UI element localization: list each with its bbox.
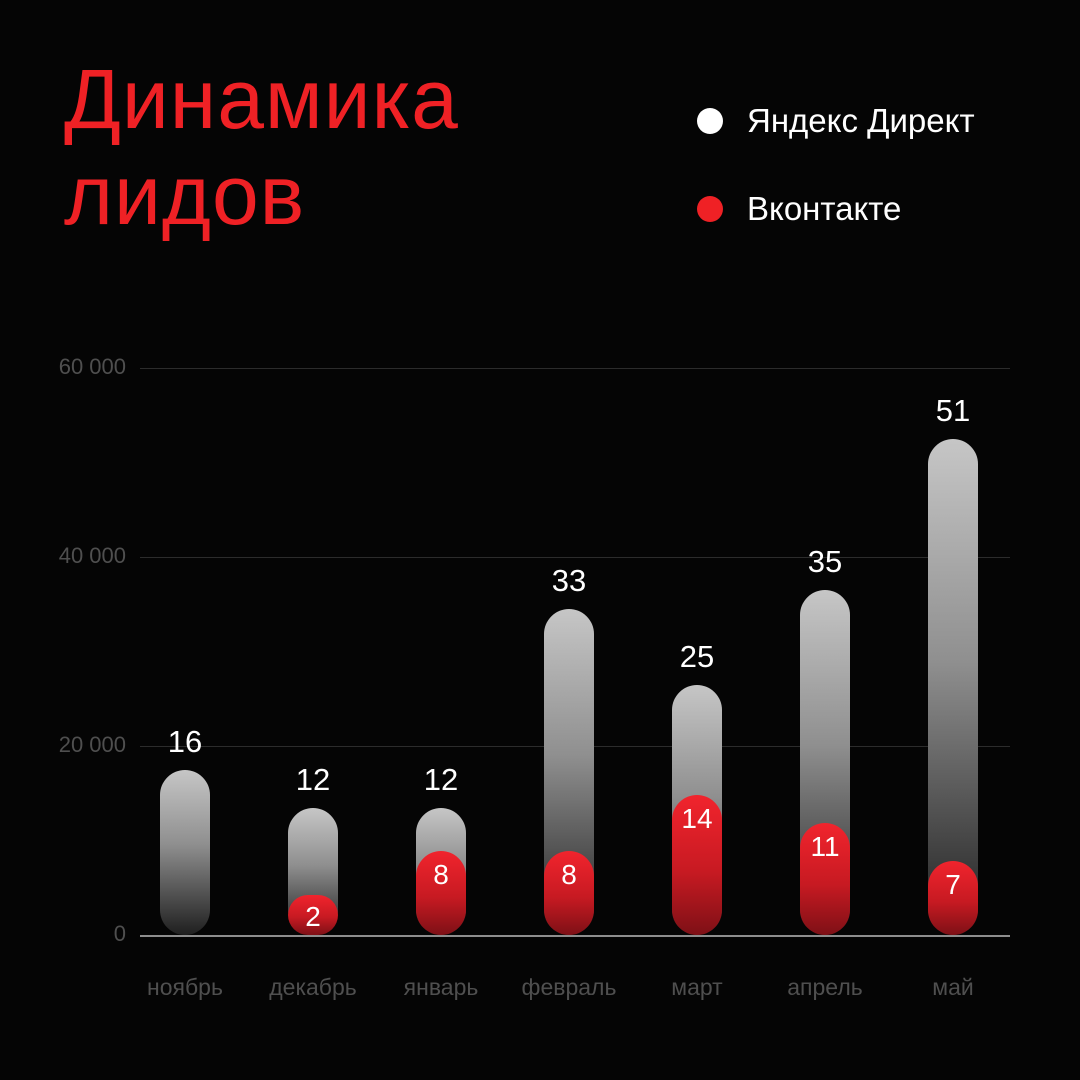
gridline [140, 368, 1010, 369]
legend-marker-vkontakte-icon [697, 196, 723, 222]
bar-value-yandex: 25 [679, 638, 715, 674]
bar-value-yandex: 35 [807, 544, 843, 580]
bar-value-yandex: 12 [295, 761, 331, 797]
bar-yandex-ноябрь [160, 769, 210, 935]
y-axis-tick-label: 20 000 [58, 732, 126, 757]
bar-value-vkontakte: 8 [561, 859, 577, 891]
bar-vkontakte-март [672, 794, 722, 935]
bar-value-yandex: 16 [167, 723, 203, 759]
bar-vkontakte-апрель [800, 823, 850, 935]
bar-value-vkontakte: 2 [305, 901, 321, 932]
bar-vkontakte-май [928, 860, 978, 935]
bar-value-vkontakte: 7 [945, 868, 961, 900]
legend-item-yandex: Яндекс Директ [697, 102, 975, 140]
chart-legend: Яндекс Директ Вконтакте [697, 102, 975, 228]
x-axis-label: февраль [521, 974, 617, 1000]
y-axis-tick-label: 60 000 [58, 354, 126, 379]
y-axis-tick-label: 0 [113, 921, 126, 946]
x-axis-label: май [932, 974, 974, 1000]
x-axis-label: январь [403, 974, 479, 1000]
bar-value-vkontakte: 11 [810, 831, 840, 863]
bar-value-yandex: 51 [935, 393, 971, 429]
bar-vkontakte-декабрь [288, 895, 338, 935]
page-title: Динамика лидов [64, 52, 459, 244]
bar-vkontakte-январь [416, 851, 466, 935]
x-axis-line [140, 935, 1010, 937]
bar-value-vkontakte: 8 [433, 859, 449, 891]
gridline [140, 557, 1010, 558]
x-axis-label: декабрь [269, 974, 357, 1000]
bar-yandex-май [928, 439, 978, 935]
legend-label-yandex: Яндекс Директ [747, 102, 975, 139]
bar-value-vkontakte: 14 [681, 802, 713, 834]
legend-marker-yandex-icon [697, 108, 723, 134]
page-title-line-2: лидов [64, 147, 306, 242]
x-axis-label: апрель [787, 974, 863, 1000]
bar-value-yandex: 12 [423, 761, 459, 797]
legend-item-vkontakte: Вконтакте [697, 190, 975, 228]
page-title-line-1: Динамика [64, 52, 459, 146]
bar-vkontakte-февраль [544, 851, 594, 935]
legend-label-vkontakte: Вконтакте [747, 190, 902, 227]
x-axis-label: март [671, 974, 723, 1000]
y-axis-tick-label: 40 000 [58, 543, 126, 568]
bar-value-yandex: 33 [551, 563, 587, 599]
x-axis-label: ноябрь [147, 974, 223, 1000]
